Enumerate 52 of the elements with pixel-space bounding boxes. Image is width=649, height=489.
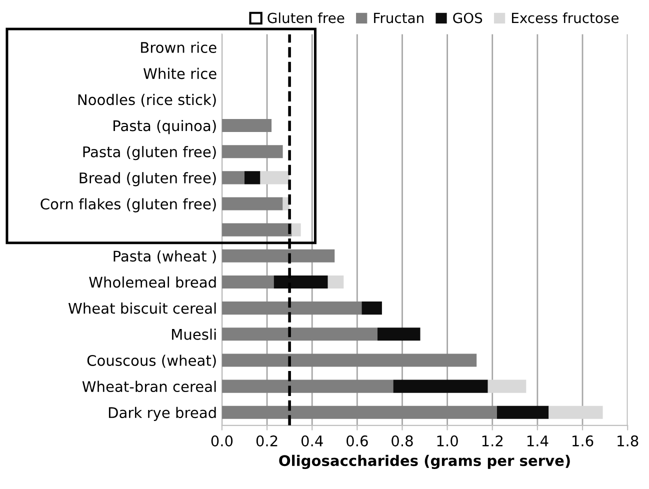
bar (393, 380, 488, 393)
x-tick-label: 1.2 (482, 435, 503, 446)
y-tick-label: White rice (144, 68, 216, 80)
bar (222, 380, 394, 393)
y-tick-label: Corn flakes (gluten free) (40, 198, 216, 212)
x-tick-label: 1.8 (618, 435, 638, 446)
bar (222, 223, 292, 236)
legend-label: Fructan (374, 12, 424, 24)
legend-label: GOS (453, 12, 482, 24)
bar (274, 275, 328, 289)
x-tick-label: 1.4 (527, 436, 548, 446)
bar (244, 171, 260, 184)
y-tick-label: Pasta (wheat ) (114, 250, 216, 264)
y-tick-label: Bread (gluten free) (80, 172, 216, 186)
x-tick-label: 1.0 (437, 435, 458, 446)
y-tick-label: Couscous (wheat) (87, 354, 216, 368)
bar (222, 171, 244, 184)
x-tick-label: 0.8 (392, 435, 413, 446)
x-axis-title: Oligosaccharides (grams per serve) (279, 454, 570, 470)
x-tick-label: 0.2 (256, 435, 278, 446)
bar (292, 223, 301, 236)
x-tick-label: 0.6 (346, 435, 368, 446)
y-tick-label: Wheat biscuit cereal (68, 302, 216, 314)
bar (222, 406, 497, 419)
x-tick-label: 1.6 (572, 435, 594, 446)
bar (222, 275, 274, 289)
y-tick-label: Pasta (gluten free) (83, 146, 216, 160)
bar (377, 328, 420, 341)
y-tick-label: Dark rye bread (108, 406, 216, 421)
bar (222, 354, 477, 367)
y-tick-label: Wheat-bran cereal (82, 380, 216, 392)
x-tick-label: 0.0 (211, 435, 233, 446)
x-tick-label: 0.4 (301, 435, 323, 446)
bar (362, 302, 382, 315)
y-tick-label: Noodles (rice stick) (78, 94, 216, 107)
bar (488, 380, 526, 393)
text: Gluten free (268, 12, 344, 24)
bar (222, 328, 378, 341)
bar (222, 302, 362, 315)
bar (222, 145, 283, 158)
bar (222, 249, 335, 262)
y-tick-label: Pasta (quinoa) (114, 120, 216, 134)
bar (548, 406, 603, 419)
bar (328, 275, 344, 289)
legend-label: Excess fructose (512, 12, 619, 24)
y-tick-label: Wholemeal bread (89, 276, 216, 288)
bar (496, 406, 549, 419)
y-tick-label: Brown rice (141, 42, 216, 54)
bar (260, 171, 290, 184)
bar (222, 197, 283, 210)
bar (222, 118, 272, 132)
y-tick-label: Muesli (172, 328, 216, 340)
